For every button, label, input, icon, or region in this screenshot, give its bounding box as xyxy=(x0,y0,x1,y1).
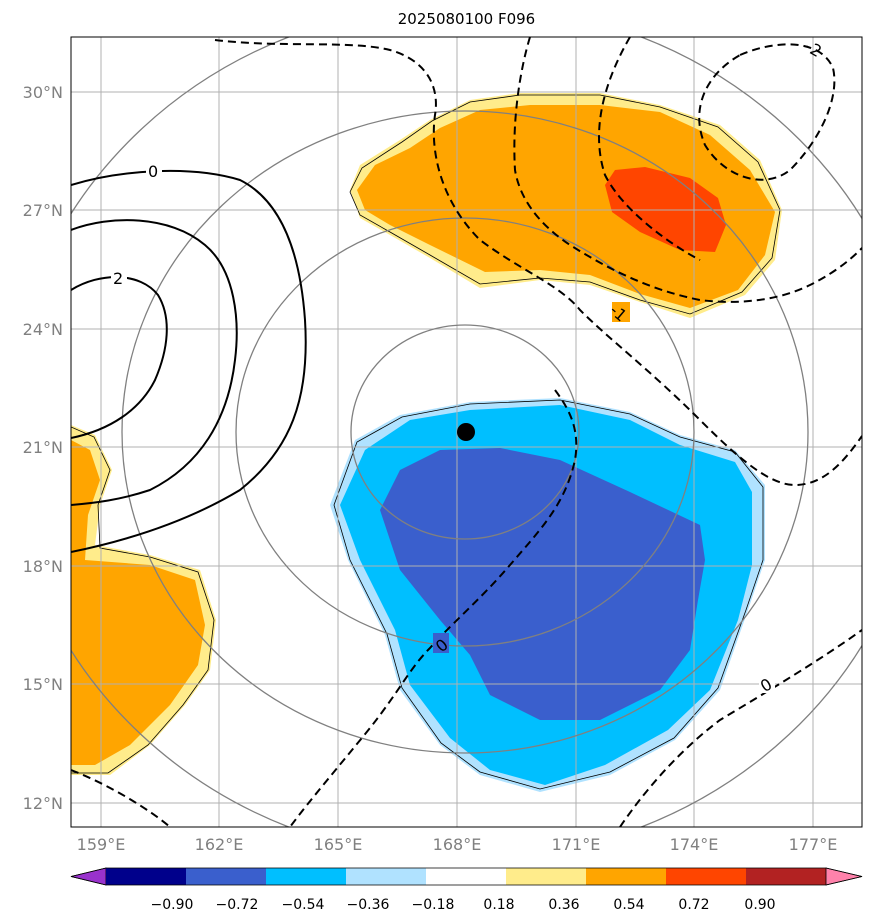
lat-tick-label: 18°N xyxy=(23,557,63,576)
colorbar-segment xyxy=(746,868,827,885)
colorbar-tick-label: −0.72 xyxy=(216,897,259,913)
colorbar-ticks: −0.90 −0.72 −0.54 −0.36 −0.18 0.18 0.36 … xyxy=(151,897,776,913)
colorbar-tick-label: −0.18 xyxy=(412,897,455,913)
colorbar-tick-label: −0.36 xyxy=(347,897,390,913)
anomaly-outline-west xyxy=(71,426,215,774)
colorbar-segment xyxy=(186,868,267,885)
anomaly-outline-south xyxy=(333,399,764,790)
colorbar-segment xyxy=(346,868,427,885)
contour-label-solid-two: 2 xyxy=(113,269,123,288)
plot-frame xyxy=(70,36,863,828)
contour-label-solid-zero: 0 xyxy=(148,162,158,181)
solid-contours xyxy=(71,169,307,553)
colorbar-tick-label: −0.90 xyxy=(151,897,194,913)
colorbar-tick-label: 0.36 xyxy=(548,897,579,913)
colorbar-tick-label: 0.54 xyxy=(613,897,644,913)
storm-center-marker xyxy=(457,423,475,441)
colorbar-tick-label: 0.90 xyxy=(744,897,775,913)
longitude-axis: 159°E 162°E 165°E 168°E 171°E 174°E 177°… xyxy=(77,835,838,854)
colorbar xyxy=(70,867,863,886)
colorbar-under-triangle xyxy=(70,867,107,886)
colorbar-tick-label: 0.72 xyxy=(678,897,709,913)
map-title: 2025080100 F096 xyxy=(397,10,536,28)
lat-tick-label: 21°N xyxy=(23,438,63,457)
colorbar-segment xyxy=(666,868,747,885)
positive-anomaly-region-west-core xyxy=(71,440,205,765)
colorbar-frame xyxy=(70,867,863,886)
lon-tick-label: 177°E xyxy=(789,835,838,854)
lon-tick-label: 159°E xyxy=(77,835,126,854)
lat-tick-label: 15°N xyxy=(23,675,63,694)
colorbar-segment xyxy=(266,868,347,885)
colorbar-tick-label: −0.54 xyxy=(282,897,325,913)
colorbar-segment xyxy=(426,868,507,885)
lat-tick-label: 30°N xyxy=(23,83,63,102)
lon-tick-label: 168°E xyxy=(433,835,482,854)
colorbar-segment xyxy=(106,868,187,885)
colorbar-over-triangle xyxy=(825,867,863,886)
colorbar-segment xyxy=(586,868,667,885)
grid-lines xyxy=(71,37,862,827)
lat-tick-label: 12°N xyxy=(23,794,63,813)
range-rings xyxy=(71,37,862,827)
colorbar-segment xyxy=(506,868,587,885)
strong-negative-anomaly xyxy=(380,448,705,720)
colorbar-tick-label: 0.18 xyxy=(483,897,514,913)
map-plot-area xyxy=(71,37,862,827)
lat-tick-label: 24°N xyxy=(23,320,63,339)
lon-tick-label: 165°E xyxy=(314,835,363,854)
positive-anomaly-region-ne-core xyxy=(357,105,775,308)
lon-tick-label: 171°E xyxy=(552,835,601,854)
dashed-contours xyxy=(71,37,862,827)
latitude-axis: 30°N 27°N 24°N 21°N 18°N 15°N 12°N xyxy=(23,83,63,813)
contour-label-dashed-minus-two: -2 xyxy=(802,37,825,61)
lon-tick-label: 162°E xyxy=(195,835,244,854)
lon-tick-label: 174°E xyxy=(670,835,719,854)
lat-tick-label: 27°N xyxy=(23,201,63,220)
